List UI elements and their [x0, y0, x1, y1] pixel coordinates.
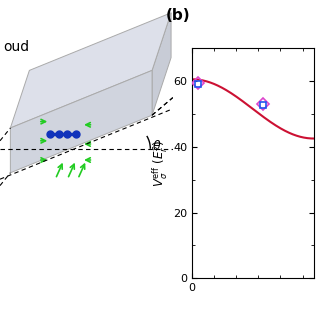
Y-axis label: $V^{\mathrm{eff}}_{\sigma}$ $(E^s_r)$: $V^{\mathrm{eff}}_{\sigma}$ $(E^s_r)$	[151, 140, 170, 187]
Text: (b): (b)	[165, 8, 190, 23]
Polygon shape	[10, 13, 171, 128]
Polygon shape	[152, 13, 171, 115]
Text: $\theta$: $\theta$	[152, 139, 162, 153]
Text: oud: oud	[4, 40, 29, 54]
Polygon shape	[10, 70, 152, 173]
